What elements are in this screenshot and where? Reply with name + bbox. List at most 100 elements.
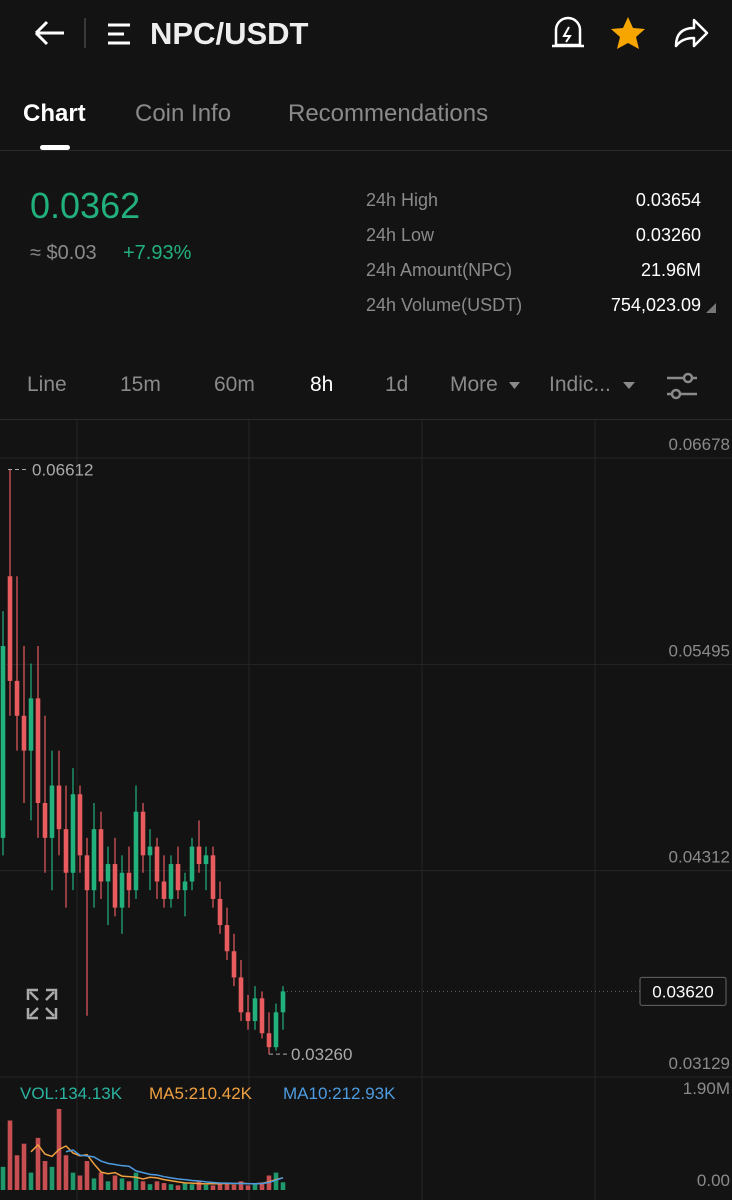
- volume-bar: [7, 1120, 13, 1190]
- volume-bar: [280, 1182, 286, 1190]
- volume-bar: [77, 1175, 83, 1190]
- y-tick-label: 0.04312: [669, 848, 730, 867]
- candle-body: [273, 1012, 279, 1048]
- volume-bar: [42, 1161, 48, 1190]
- candle-body: [168, 864, 174, 899]
- tab-underline: [40, 145, 70, 150]
- candle-body: [91, 829, 97, 891]
- timeframe[interactable]: More: [450, 373, 498, 396]
- volume-bar: [154, 1181, 160, 1190]
- volume-legend: VOL:134.13K: [20, 1084, 123, 1103]
- candle-body: [63, 829, 69, 873]
- stat-label: 24h Amount(NPC): [366, 260, 513, 280]
- volume-bar: [105, 1181, 111, 1190]
- candle-body: [42, 802, 48, 838]
- timeframe[interactable]: 8h: [310, 373, 334, 396]
- volume-bar: [112, 1175, 118, 1190]
- tab[interactable]: Chart: [23, 100, 86, 127]
- candle-body: [182, 881, 188, 891]
- candle-body: [105, 864, 111, 882]
- volume-bar: [161, 1183, 167, 1190]
- candle-body: [196, 846, 202, 865]
- stat-label: 24h Low: [366, 225, 435, 245]
- last-price-box: [639, 976, 727, 1006]
- candle-body: [245, 1012, 251, 1022]
- stat-value: 0.03260: [635, 225, 701, 245]
- volume-bar: [224, 1183, 230, 1190]
- candle-body: [7, 576, 13, 681]
- stat-value: 754,023.09: [610, 295, 701, 315]
- volume-bar: [63, 1155, 69, 1190]
- alert-icon[interactable]: [552, 16, 584, 48]
- volume-bar: [91, 1178, 97, 1190]
- volume-bar: [217, 1184, 223, 1190]
- candle-body: [35, 698, 41, 803]
- candle-body: [126, 872, 132, 891]
- volume-bar: [147, 1184, 153, 1190]
- expand-icon[interactable]: [26, 988, 58, 1020]
- star-icon[interactable]: [611, 17, 645, 49]
- candle-body: [266, 1033, 272, 1048]
- candle-body: [259, 998, 265, 1034]
- last-price: 0.0362: [30, 185, 141, 226]
- stat-value: 21.96M: [640, 260, 701, 280]
- candle-body: [175, 864, 181, 891]
- low-marker: 0.03260: [291, 1045, 352, 1064]
- candle-body: [56, 785, 62, 830]
- back-icon[interactable]: [34, 20, 64, 46]
- timeframe[interactable]: Line: [27, 373, 67, 396]
- candle-body: [224, 925, 230, 952]
- y-tick-label: 0.00: [697, 1171, 730, 1190]
- volume-bar: [28, 1172, 34, 1190]
- candle-body: [147, 846, 153, 856]
- volume-bar: [231, 1184, 237, 1190]
- candle-body: [154, 846, 160, 882]
- volume-bar: [49, 1166, 55, 1190]
- candle-body: [203, 855, 209, 865]
- volume-bar: [252, 1184, 258, 1190]
- candle-body: [28, 698, 34, 751]
- volume-bar: [210, 1185, 216, 1190]
- high-marker: 0.06612: [32, 461, 93, 480]
- candle-body: [84, 855, 90, 891]
- candle-body: [161, 881, 167, 899]
- tab[interactable]: Recommendations: [288, 100, 489, 127]
- header-icons: [0, 16, 732, 420]
- y-tick-label: 0.06678: [669, 435, 730, 454]
- timeframe[interactable]: 15m: [120, 373, 161, 396]
- stat-value: 0.03654: [635, 190, 701, 210]
- candle-body: [210, 855, 216, 899]
- candle-body: [280, 991, 286, 1013]
- legend-entry: MA5:210.42K: [149, 1084, 253, 1103]
- change: +7.93%: [123, 242, 192, 264]
- candle-body: [189, 846, 195, 882]
- volume-bar: [98, 1172, 104, 1190]
- menu-icon[interactable]: [108, 23, 130, 45]
- candle-body: [0, 646, 6, 838]
- timeframe[interactable]: Indic...: [549, 373, 611, 396]
- candle-body: [231, 951, 237, 978]
- volume-bar: [203, 1184, 209, 1190]
- candle-body: [14, 680, 20, 716]
- chart: 0.06678 0.05495 0.04312 0.03129 0.06612 0.032…: [0, 420, 732, 1200]
- volume-bar: [0, 1166, 6, 1190]
- candle-body: [49, 785, 55, 838]
- candle-body: [238, 977, 244, 1013]
- stat-label: 24h Volume(USDT): [366, 295, 523, 315]
- candle-body: [112, 864, 118, 908]
- volume-bar: [119, 1178, 125, 1190]
- tab[interactable]: Coin Info: [135, 100, 232, 127]
- last-price-label: 0.03620: [652, 982, 713, 1001]
- share-icon[interactable]: [674, 18, 709, 48]
- timeframe[interactable]: 60m: [214, 373, 255, 396]
- volume-bar: [175, 1185, 181, 1190]
- timeframe[interactable]: 1d: [385, 373, 409, 396]
- volume-bar: [182, 1183, 188, 1190]
- volume-bar: [21, 1143, 27, 1190]
- y-tick-label: 0.03129: [669, 1054, 730, 1073]
- candle-body: [77, 794, 83, 856]
- candle-body: [119, 872, 125, 908]
- volume-bar: [238, 1181, 244, 1190]
- volume-bar: [168, 1184, 174, 1190]
